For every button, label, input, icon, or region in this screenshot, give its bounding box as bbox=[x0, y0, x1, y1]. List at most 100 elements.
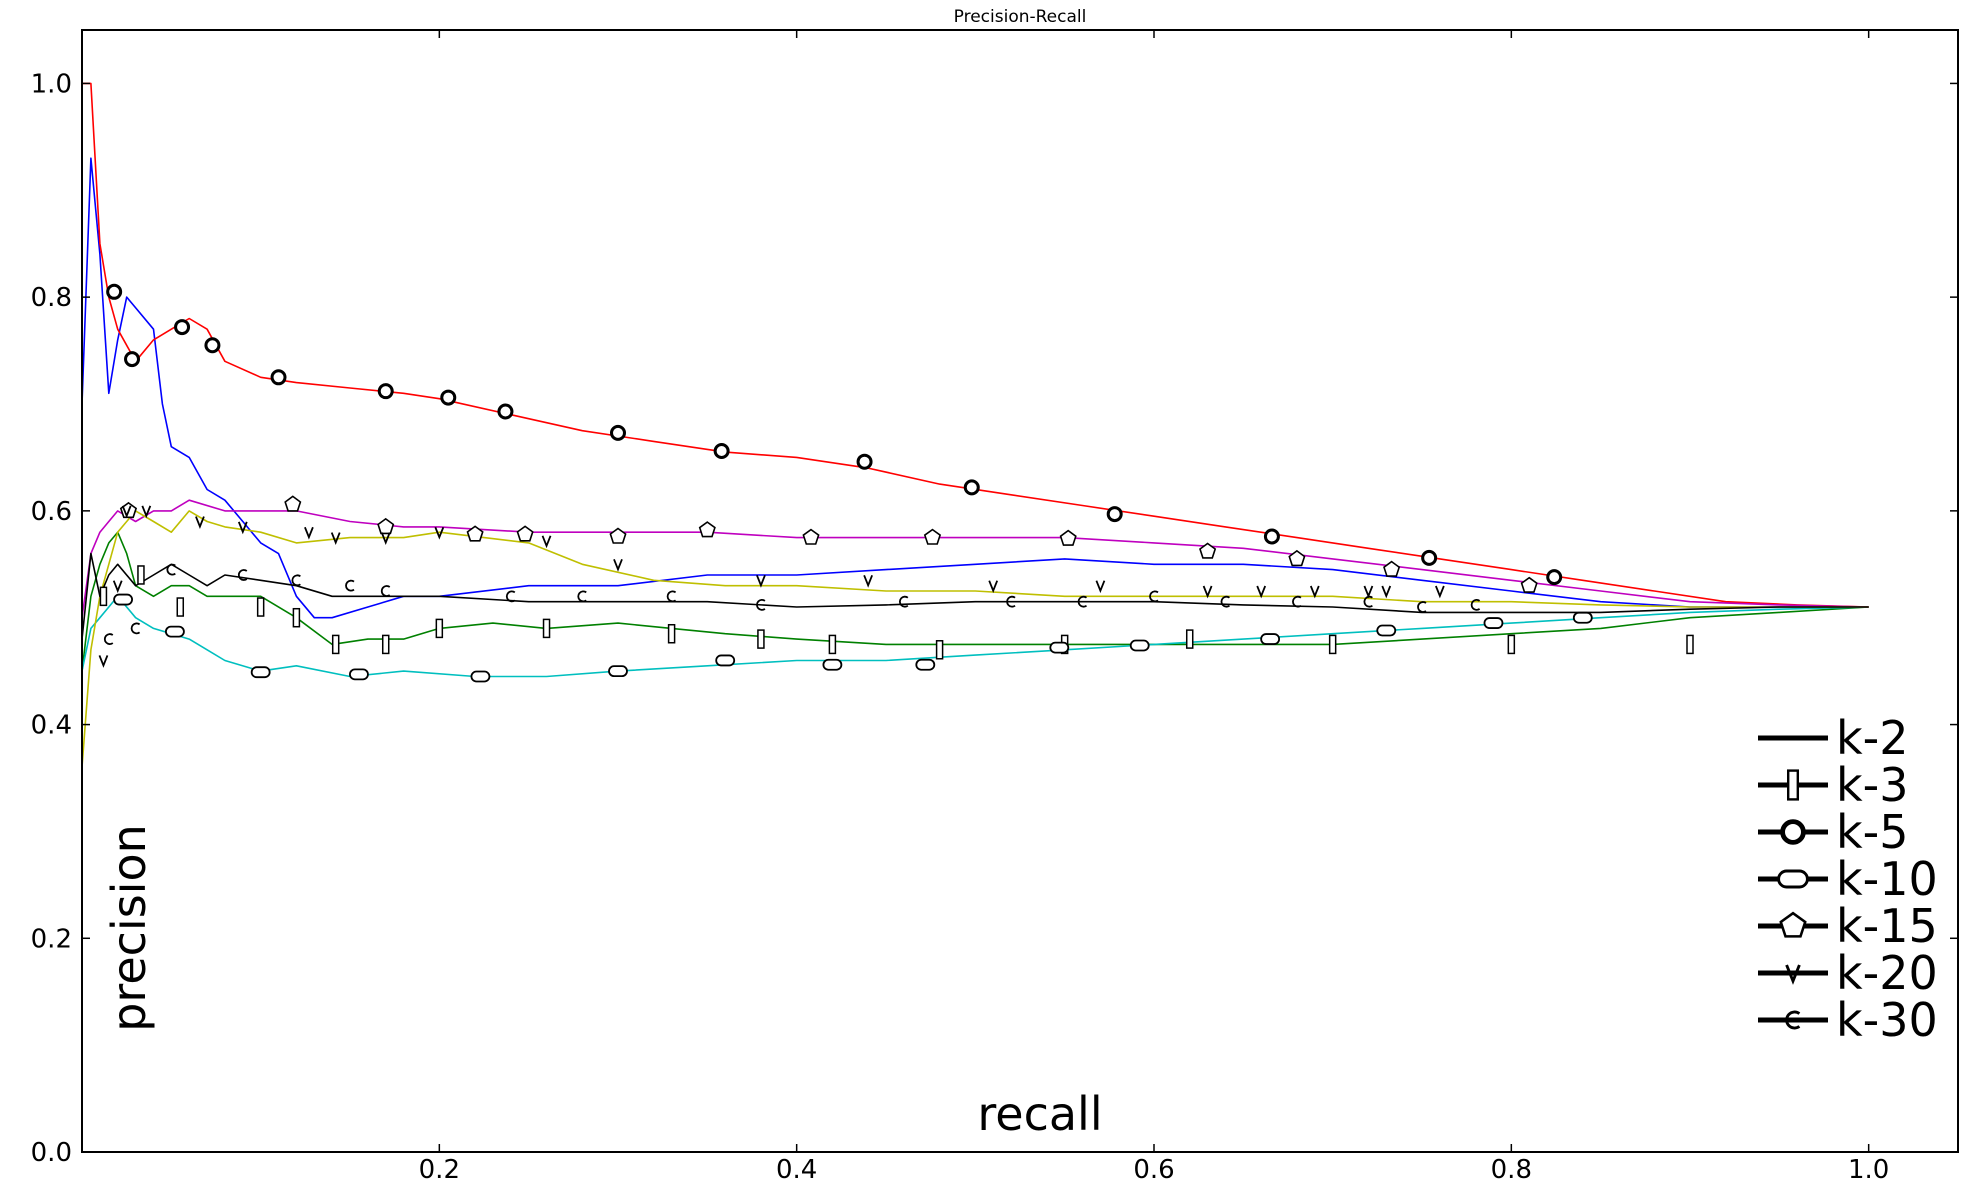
marker-k-5 bbox=[377, 383, 394, 400]
marker-k-20 bbox=[112, 580, 123, 594]
marker-k-30 bbox=[1149, 590, 1159, 603]
plot-area bbox=[81, 82, 1869, 768]
marker-k-5 bbox=[497, 403, 514, 420]
legend-label: k-3 bbox=[1836, 758, 1909, 812]
marker-k-10 bbox=[608, 665, 628, 678]
series-line-k-30 bbox=[81, 552, 1869, 640]
marker-k-3 bbox=[828, 634, 837, 655]
marker-k-3 bbox=[137, 565, 145, 585]
chart-title: Precision-Recall bbox=[954, 7, 1087, 27]
marker-k-30 bbox=[1006, 595, 1016, 608]
y-tick-label: 0.2 bbox=[31, 924, 72, 954]
marker-k-20 bbox=[434, 526, 445, 540]
marker-k-30 bbox=[898, 595, 909, 608]
y-tick-label: 0.0 bbox=[31, 1138, 72, 1168]
marker-k-20 bbox=[1202, 585, 1213, 599]
legend-label: k-30 bbox=[1836, 993, 1938, 1047]
marker-k-5 bbox=[174, 319, 191, 336]
marker-k-20 bbox=[195, 516, 205, 529]
marker-k-3 bbox=[176, 597, 185, 617]
marker-k-3 bbox=[667, 623, 676, 644]
legend-label: k-5 bbox=[1836, 805, 1909, 859]
series-line-k-20 bbox=[81, 510, 1869, 768]
marker-k-20 bbox=[613, 558, 623, 572]
marker-k-15 bbox=[1520, 576, 1538, 593]
marker-k-20 bbox=[121, 505, 132, 519]
marker-k-10 bbox=[250, 666, 271, 679]
plot-frame bbox=[81, 29, 1959, 1153]
marker-k-15 bbox=[923, 528, 942, 545]
y-axis-label: precision bbox=[102, 824, 156, 1032]
marker-k-20 bbox=[380, 532, 391, 545]
marker-k-15 bbox=[1288, 549, 1306, 567]
marker-k-30 bbox=[166, 563, 176, 576]
marker-k-20 bbox=[863, 574, 873, 588]
legend-marker-k-30 bbox=[1785, 1010, 1801, 1030]
marker-k-20 bbox=[756, 574, 766, 588]
marker-k-10 bbox=[915, 658, 936, 671]
marker-k-3 bbox=[99, 586, 108, 607]
marker-k-15 bbox=[609, 527, 627, 544]
marker-k-5 bbox=[713, 443, 730, 460]
marker-k-3 bbox=[435, 618, 444, 639]
marker-k-15 bbox=[377, 517, 395, 535]
marker-k-10 bbox=[165, 625, 185, 638]
marker-k-10 bbox=[1572, 611, 1593, 624]
marker-k-30 bbox=[1470, 599, 1481, 611]
marker-k-5 bbox=[106, 283, 123, 300]
y-tick-label: 0.8 bbox=[31, 283, 72, 313]
marker-k-10 bbox=[822, 658, 843, 671]
marker-k-30 bbox=[380, 585, 391, 597]
x-tick-label: 1.0 bbox=[1848, 1155, 1889, 1182]
marker-k-30 bbox=[237, 569, 248, 581]
legend: k-2k-3k-5k-10k-15k-20k-30 bbox=[1758, 711, 1938, 1047]
legend-label: k-2 bbox=[1836, 711, 1909, 765]
marker-k-20 bbox=[304, 526, 314, 540]
marker-k-3 bbox=[1185, 629, 1194, 649]
legend-marker-k-5 bbox=[1780, 819, 1806, 845]
marker-k-20 bbox=[1435, 585, 1445, 599]
marker-k-15 bbox=[284, 495, 302, 512]
marker-k-30 bbox=[1220, 595, 1231, 608]
marker-k-30 bbox=[1417, 601, 1427, 613]
marker-k-5 bbox=[124, 351, 141, 368]
y-tick-label: 0.6 bbox=[31, 497, 72, 527]
marker-k-20 bbox=[237, 521, 248, 535]
marker-k-20 bbox=[1309, 585, 1320, 599]
marker-k-30 bbox=[130, 622, 141, 635]
marker-k-10 bbox=[470, 670, 491, 683]
marker-k-10 bbox=[113, 593, 133, 606]
marker-k-3 bbox=[331, 634, 340, 655]
marker-k-10 bbox=[1260, 633, 1281, 645]
marker-k-3 bbox=[1686, 634, 1694, 655]
x-axis-label: recall bbox=[977, 1087, 1102, 1141]
series-line-k-5 bbox=[82, 82, 1869, 608]
series-line-k-2 bbox=[81, 157, 1869, 619]
marker-k-20 bbox=[1381, 585, 1392, 599]
marker-k-30 bbox=[291, 574, 301, 587]
legend-marker-k-10 bbox=[1777, 869, 1809, 889]
marker-k-5 bbox=[1546, 569, 1563, 586]
marker-k-10 bbox=[1483, 617, 1504, 629]
marker-k-3 bbox=[381, 634, 390, 655]
marker-k-20 bbox=[1256, 585, 1267, 599]
marker-k-30 bbox=[1363, 595, 1373, 608]
marker-k-30 bbox=[1292, 595, 1302, 608]
marker-k-3 bbox=[292, 607, 301, 628]
marker-k-3 bbox=[757, 629, 765, 649]
y-tick-label: 0.4 bbox=[31, 711, 72, 741]
marker-k-3 bbox=[1328, 634, 1337, 655]
marker-k-5 bbox=[440, 389, 457, 406]
marker-k-15 bbox=[698, 521, 716, 538]
marker-k-15 bbox=[1059, 529, 1077, 546]
marker-k-30 bbox=[345, 579, 355, 592]
marker-k-10 bbox=[349, 668, 369, 681]
marker-k-3 bbox=[256, 597, 265, 617]
x-tick-label: 0.8 bbox=[1491, 1155, 1532, 1182]
marker-k-20 bbox=[988, 580, 999, 594]
marker-k-30 bbox=[505, 590, 516, 603]
marker-k-10 bbox=[715, 654, 736, 667]
marker-k-30 bbox=[1077, 595, 1088, 608]
marker-k-30 bbox=[103, 633, 114, 645]
